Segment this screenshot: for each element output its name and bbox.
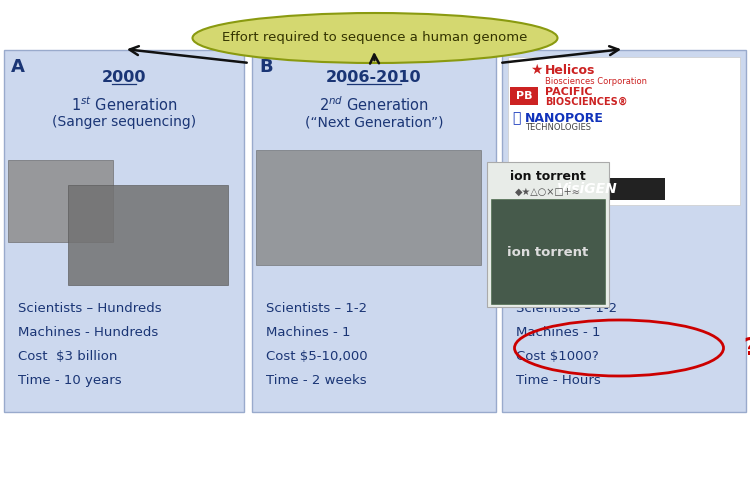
FancyBboxPatch shape xyxy=(487,162,609,307)
Ellipse shape xyxy=(193,13,557,63)
Text: Scientists – Hundreds: Scientists – Hundreds xyxy=(18,302,162,315)
Text: ion torrent: ion torrent xyxy=(507,246,589,258)
FancyBboxPatch shape xyxy=(508,57,740,205)
Text: Cost  $3 billion: Cost $3 billion xyxy=(18,350,117,363)
Text: A: A xyxy=(11,58,25,76)
Text: ★: ★ xyxy=(530,63,542,77)
Text: ?: ? xyxy=(743,336,750,360)
Text: Cost $5-10,000: Cost $5-10,000 xyxy=(266,350,368,363)
Text: Time - 10 years: Time - 10 years xyxy=(18,374,122,387)
Text: BIOSCIENCES®: BIOSCIENCES® xyxy=(545,97,628,107)
FancyBboxPatch shape xyxy=(502,50,746,412)
Text: Machines - Hundreds: Machines - Hundreds xyxy=(18,326,158,339)
Text: $3^{rd}$ Generation: $3^{rd}$ Generation xyxy=(570,95,678,114)
Text: 2000: 2000 xyxy=(102,70,146,85)
Text: Machines - 1: Machines - 1 xyxy=(266,326,350,339)
FancyBboxPatch shape xyxy=(256,150,481,265)
Text: ⦿: ⦿ xyxy=(512,111,520,125)
Text: Time - Hours: Time - Hours xyxy=(516,374,601,387)
Text: Scientists – 1-2: Scientists – 1-2 xyxy=(266,302,368,315)
FancyBboxPatch shape xyxy=(510,178,665,200)
Text: ion torrent: ion torrent xyxy=(510,170,586,183)
FancyBboxPatch shape xyxy=(252,50,496,412)
Text: Effort required to sequence a human genome: Effort required to sequence a human geno… xyxy=(222,32,528,44)
Text: PACIFIC: PACIFIC xyxy=(545,87,592,97)
Text: NANOPORE: NANOPORE xyxy=(525,112,604,124)
FancyBboxPatch shape xyxy=(68,185,228,285)
FancyBboxPatch shape xyxy=(8,160,113,242)
Text: 2006-2010: 2006-2010 xyxy=(326,70,422,85)
Text: $2^{nd}$ Generation: $2^{nd}$ Generation xyxy=(319,95,429,114)
Text: B: B xyxy=(259,58,273,76)
FancyBboxPatch shape xyxy=(491,199,605,304)
FancyBboxPatch shape xyxy=(510,87,538,105)
Text: $1^{st}$ Generation: $1^{st}$ Generation xyxy=(70,95,177,114)
FancyBboxPatch shape xyxy=(4,50,244,412)
Text: Scientists – 1-2: Scientists – 1-2 xyxy=(516,302,617,315)
Text: C: C xyxy=(509,58,522,76)
Text: Time - 2 weeks: Time - 2 weeks xyxy=(266,374,367,387)
Text: Biosciences Corporation: Biosciences Corporation xyxy=(545,78,647,86)
Text: PB: PB xyxy=(516,91,532,101)
Text: Helicos: Helicos xyxy=(545,64,596,76)
Text: 2010-2015: 2010-2015 xyxy=(576,70,672,85)
Text: (Sanger sequencing): (Sanger sequencing) xyxy=(52,115,196,129)
Text: (“Next Generation”): (“Next Generation”) xyxy=(304,115,443,129)
Text: Machines - 1: Machines - 1 xyxy=(516,326,601,339)
Text: TECHNOLOGIES: TECHNOLOGIES xyxy=(525,124,591,132)
Text: VisiGEN: VisiGEN xyxy=(556,182,617,196)
Text: ◆★△○×□+≈: ◆★△○×□+≈ xyxy=(515,187,580,197)
Text: Cost $1000?: Cost $1000? xyxy=(516,350,599,363)
Text: (“Next-Next Generation”): (“Next-Next Generation”) xyxy=(536,115,712,129)
